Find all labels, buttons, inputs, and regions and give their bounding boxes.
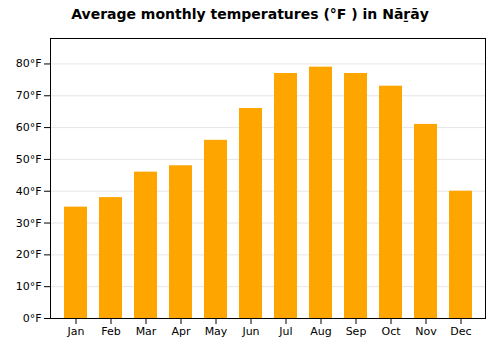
svg-text:20°F: 20°F (16, 248, 42, 261)
svg-text:May: May (205, 325, 228, 338)
svg-text:Sep: Sep (346, 325, 367, 338)
svg-text:Mar: Mar (136, 325, 157, 338)
svg-text:40°F: 40°F (16, 185, 42, 198)
svg-text:Jul: Jul (278, 325, 292, 338)
svg-text:Jun: Jun (241, 325, 259, 338)
svg-text:Apr: Apr (171, 325, 191, 338)
svg-text:0°F: 0°F (23, 312, 42, 325)
svg-text:80°F: 80°F (16, 57, 42, 70)
svg-text:50°F: 50°F (16, 153, 42, 166)
svg-text:Feb: Feb (101, 325, 120, 338)
svg-text:70°F: 70°F (16, 89, 42, 102)
svg-text:Nov: Nov (415, 325, 437, 338)
svg-text:30°F: 30°F (16, 217, 42, 230)
svg-text:60°F: 60°F (16, 121, 42, 134)
svg-text:10°F: 10°F (16, 280, 42, 293)
html-text:Average monthly temperatures (: Average monthly temperatures (°F ) in Nā… (71, 6, 429, 22)
svg-text:Aug: Aug (310, 325, 331, 338)
svg-text:Oct: Oct (381, 325, 401, 338)
svg-text:Dec: Dec (450, 325, 471, 338)
svg-text:Jan: Jan (67, 325, 85, 338)
